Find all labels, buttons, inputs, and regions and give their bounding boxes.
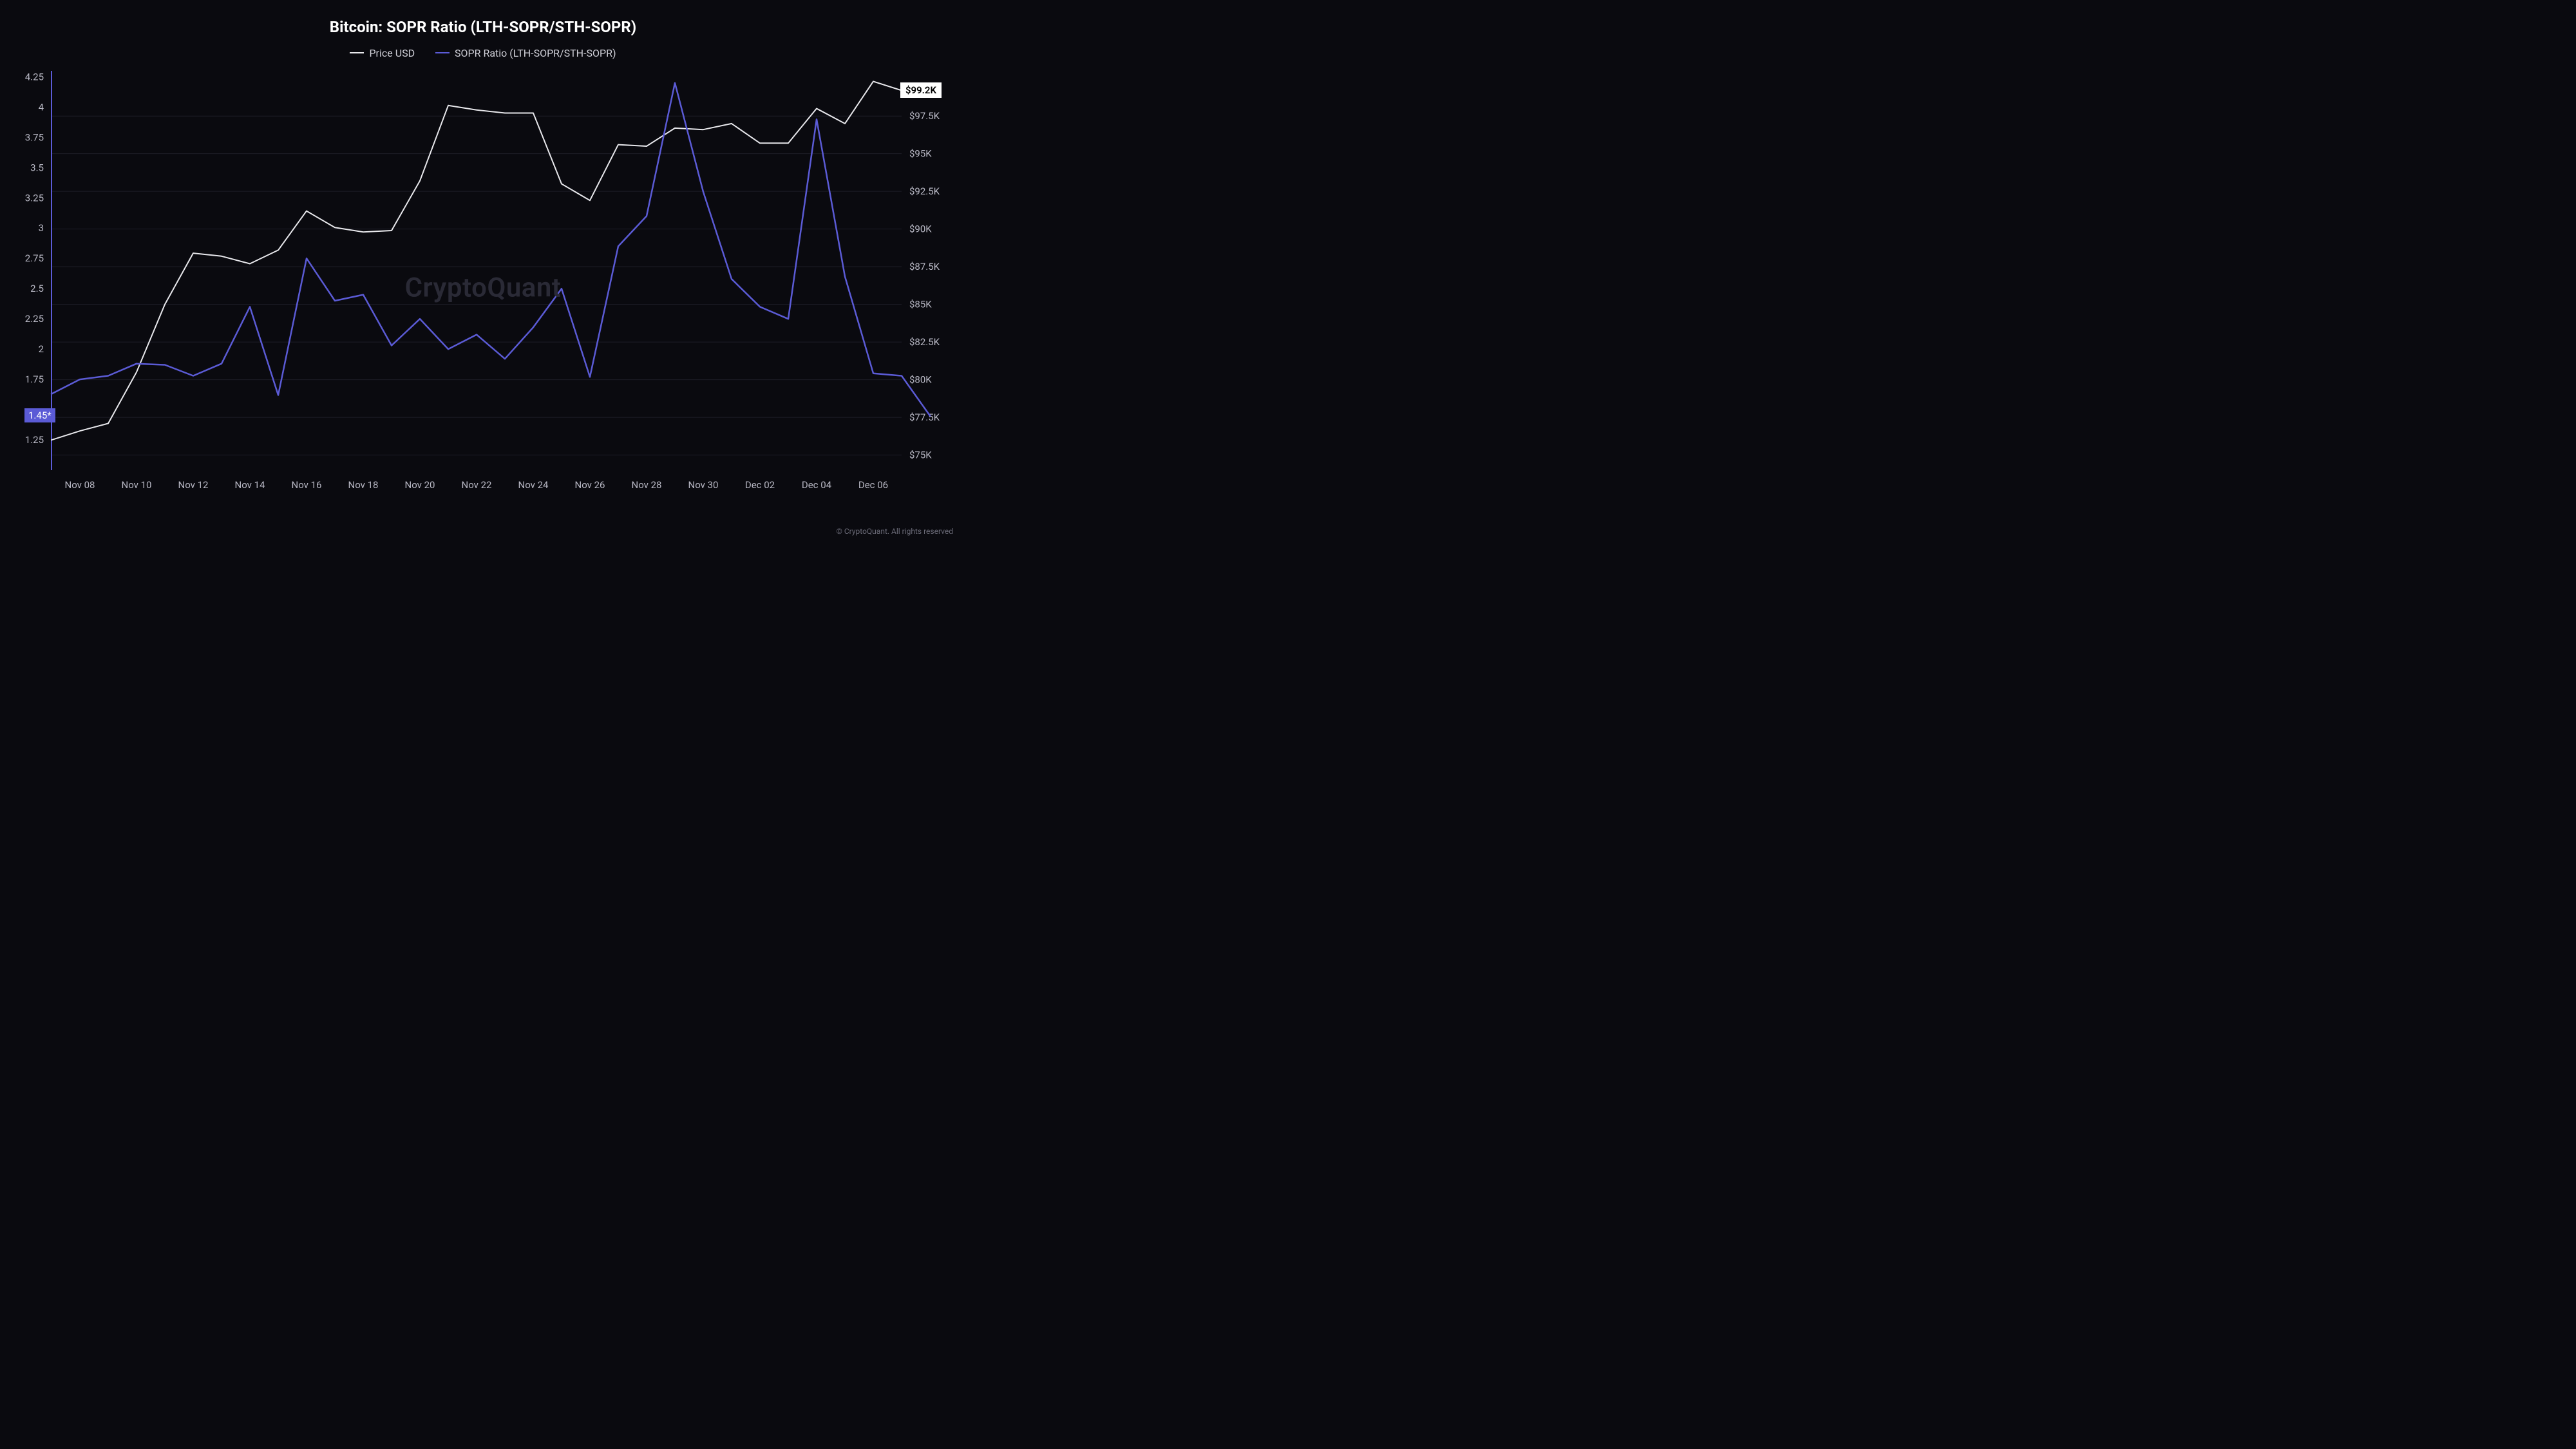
left-axis-tick-label: 2.5 [30,283,44,294]
right-axis-tick-label: $87.5K [909,261,940,272]
legend-label-sopr: SOPR Ratio (LTH-SOPR/STH-SOPR) [455,47,616,59]
chart-svg: $75K $77.5K $80K $82.5K $85K $87.5K $90K $92.5K… [13,71,953,505]
right-axis-tick-label: $92.5K [909,185,940,197]
left-axis-tick-label: 1.25 [25,434,44,446]
x-axis-tick-label: Nov 24 [518,479,549,491]
price-line [52,81,902,440]
right-axis-tick-label: $80K [909,374,932,386]
x-axis-tick-label: Nov 30 [688,479,719,491]
right-axis-tick-label: $95K [909,148,932,160]
x-axis-tick-label: Nov 26 [575,479,605,491]
right-axis-tick-label: $90K [909,223,932,235]
right-axis-tick-label: $82.5K [909,336,940,348]
left-axis-tick-label: 4 [39,101,44,113]
x-axis-tick-label: Dec 02 [745,479,775,491]
x-axis-tick-label: Nov 10 [122,479,152,491]
left-axis-badge: 1.45* [24,408,55,422]
left-axis-tick-label: 3 [39,222,44,234]
x-axis-tick-label: Nov 12 [178,479,209,491]
left-axis-tick-label: 2.25 [25,313,44,325]
right-axis-tick-label: $85K [909,299,932,310]
left-axis-tick-label: 2.75 [25,252,44,264]
x-axis-tick-label: Nov 16 [292,479,322,491]
x-axis-tick-label: Dec 06 [858,479,888,491]
right-axis-tick-label: $77.5K [909,412,940,423]
left-axis-tick-label: 3.25 [25,192,44,204]
chart-legend: Price USD SOPR Ratio (LTH-SOPR/STH-SOPR) [0,44,966,59]
left-axis-tick-label: 4.25 [25,71,44,82]
right-axis-badge: $99.2K [900,82,942,98]
legend-label-price: Price USD [369,47,415,59]
x-axis-tick-label: Nov 22 [462,479,492,491]
left-axis-tick-label: 2 [39,343,44,355]
right-axis-tick-label: $75K [909,450,932,461]
legend-item-price: Price USD [350,47,415,59]
x-axis-tick-label: Nov 20 [405,479,435,491]
left-axis-tick-label: 3.75 [25,131,44,143]
sopr-line [52,83,930,416]
chart-title: Bitcoin: SOPR Ratio (LTH-SOPR/STH-SOPR) [0,0,966,36]
left-axis-tick-label: 1.75 [25,374,44,385]
legend-item-sopr: SOPR Ratio (LTH-SOPR/STH-SOPR) [435,47,616,59]
x-axis-tick-label: Nov 08 [65,479,95,491]
copyright: © CryptoQuant. All rights reserved [836,527,953,536]
legend-swatch-sopr [435,52,450,53]
x-axis-tick-label: Dec 04 [802,479,832,491]
x-axis-tick-label: Nov 18 [348,479,379,491]
right-axis-tick-label: $97.5K [909,110,940,122]
chart-area: CryptoQuant $75K$77.5K$80K$82.5K$85K$87.… [13,71,953,505]
left-axis-tick-label: 3.5 [30,162,44,173]
x-axis-tick-label: Nov 14 [235,479,266,491]
x-axis-tick-label: Nov 28 [632,479,662,491]
legend-swatch-price [350,52,364,53]
